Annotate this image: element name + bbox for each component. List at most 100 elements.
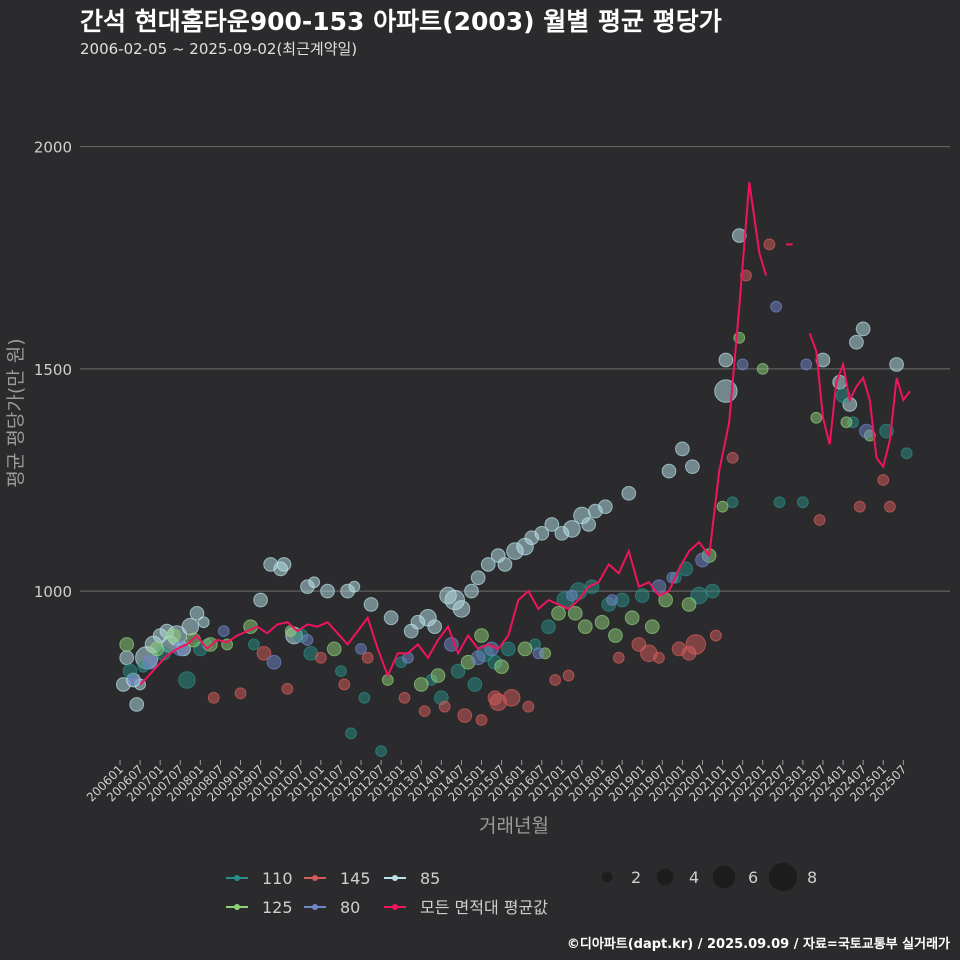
data-point-85 (480, 557, 496, 572)
y-axis-label: 평균 평당가(만 원) (5, 338, 27, 487)
data-point-125 (413, 677, 429, 692)
data-point-85 (253, 592, 268, 608)
data-point-110 (726, 496, 739, 509)
data-point-80 (695, 552, 710, 568)
y-tick-label: 1500 (34, 361, 72, 379)
data-point-80 (859, 423, 874, 439)
data-point-125 (430, 668, 446, 683)
data-point-80 (736, 358, 749, 371)
legend-label-110: 110 (262, 869, 293, 888)
data-point-85 (308, 576, 321, 589)
data-point-145 (314, 651, 327, 664)
data-point-110 (900, 447, 913, 460)
data-point-145 (653, 651, 665, 664)
scatter-points (115, 228, 913, 758)
data-point-145 (685, 634, 707, 655)
data-point-145 (418, 705, 431, 718)
data-point-110 (335, 665, 347, 678)
data-point-125 (644, 619, 660, 635)
data-point-125 (840, 416, 853, 429)
legend-label-85: 85 (420, 869, 440, 888)
data-point-125 (149, 641, 165, 657)
data-point-80 (606, 594, 618, 606)
data-point-85 (197, 616, 210, 629)
data-point-125 (608, 628, 623, 643)
data-point-125 (577, 619, 593, 635)
data-point-145 (207, 691, 220, 704)
y-tick-label: 1000 (34, 583, 72, 601)
legend-size-label: 8 (807, 868, 817, 887)
data-point-110 (375, 745, 388, 758)
data-point-145 (281, 682, 294, 695)
data-point-145 (475, 714, 488, 726)
data-point-145 (877, 474, 890, 486)
data-point-85 (129, 697, 145, 712)
data-point-145 (763, 238, 776, 251)
data-point-110 (705, 583, 720, 599)
legend-size-label: 2 (631, 868, 641, 887)
footer-credit: ©디아파트(dapt.kr) / 2025.09.09 / 자료=국토교통부 실… (566, 937, 950, 952)
data-point-85 (470, 570, 486, 586)
data-point-85 (181, 617, 200, 636)
data-point-110 (358, 691, 371, 704)
data-point-85 (363, 597, 379, 612)
data-point-145 (234, 687, 247, 700)
data-point-80 (217, 625, 230, 638)
data-point-85 (497, 557, 513, 572)
average-line (808, 332, 911, 469)
data-point-85 (714, 379, 738, 403)
data-point-125 (326, 641, 342, 657)
data-point-85 (534, 525, 550, 541)
data-point-145 (457, 708, 473, 723)
data-point-110 (178, 671, 196, 689)
data-point-85 (427, 619, 443, 635)
x-axis-ticks: 2006012006072007012007072008012008072009… (84, 760, 909, 805)
legend-label-80: 80 (340, 898, 360, 917)
data-point-125 (624, 610, 640, 626)
data-point-145 (256, 645, 272, 661)
data-point-110 (467, 677, 483, 692)
data-point-145 (338, 678, 351, 691)
legend-label-125: 125 (262, 898, 293, 917)
data-point-110 (796, 496, 809, 509)
data-point-125 (594, 614, 610, 630)
data-point-85 (464, 583, 479, 599)
data-point-85 (348, 580, 361, 593)
data-point-80 (470, 650, 486, 666)
x-axis-label: 거래년월 (479, 815, 549, 837)
data-point-145 (522, 700, 535, 713)
data-point-125 (517, 641, 533, 657)
legend-swatch-dot-125 (234, 904, 240, 910)
data-point-125 (474, 628, 489, 643)
y-tick-label: 2000 (34, 139, 72, 157)
legend-size-dot (656, 868, 674, 886)
legend-swatch-dot-145 (312, 875, 318, 881)
data-point-145 (726, 451, 739, 464)
data-point-80 (800, 358, 813, 371)
data-point-85 (849, 334, 864, 350)
data-point-145 (549, 674, 562, 686)
data-point-110 (345, 727, 357, 740)
average-line-layer (139, 182, 911, 686)
data-point-125 (203, 637, 218, 652)
data-point-85 (621, 485, 637, 501)
data-point-110 (247, 638, 260, 651)
data-point-145 (813, 514, 826, 526)
data-point-80 (355, 642, 367, 655)
chart-subtitle: 2006-02-05 ~ 2025-09-02(최근계약일) (80, 40, 358, 58)
data-point-145 (853, 500, 866, 513)
data-point-145 (740, 269, 752, 282)
data-point-85 (544, 517, 560, 532)
data-point-85 (718, 352, 734, 368)
data-point-85 (685, 459, 700, 475)
average-line (139, 182, 768, 686)
data-point-85 (581, 517, 596, 532)
legend-swatch-dot-85 (392, 875, 398, 881)
data-point-110 (835, 388, 851, 403)
data-point-80 (651, 579, 667, 595)
data-point-85 (119, 650, 135, 666)
legend-swatch-dot-80 (312, 904, 318, 910)
data-point-80 (566, 589, 578, 602)
data-point-80 (770, 300, 783, 313)
